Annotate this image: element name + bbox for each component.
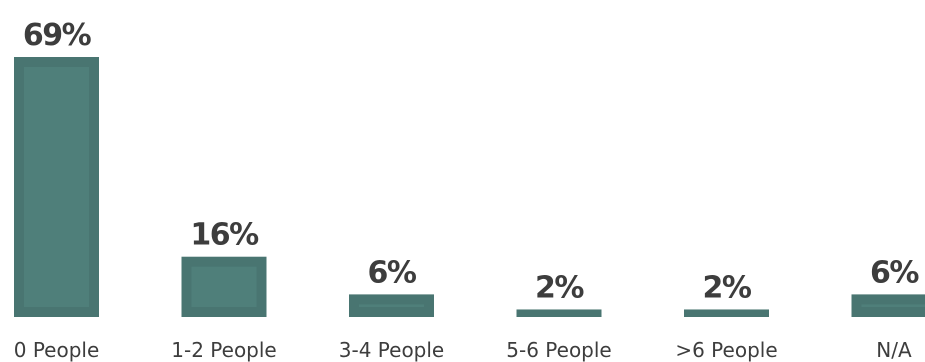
value-label-4: 2% <box>703 270 752 305</box>
bar-inner-1 <box>191 266 257 307</box>
value-label-0: 69% <box>23 18 92 53</box>
category-labels-group: 0 People 1-2 People 3-4 People 5-6 People >6… <box>14 338 912 362</box>
category-label-4: >6 People <box>675 338 777 362</box>
bar-4 <box>684 309 769 317</box>
bar-inner-2 <box>359 304 424 307</box>
bars-group <box>14 57 925 317</box>
category-label-0: 0 People <box>14 338 100 362</box>
category-label-5: N/A <box>876 338 912 362</box>
bar-inner-0 <box>24 67 89 307</box>
bar-3 <box>516 309 602 317</box>
value-label-5: 6% <box>870 255 919 290</box>
category-label-1: 1-2 People <box>171 338 276 362</box>
category-label-3: 5-6 People <box>506 338 611 362</box>
value-labels-group: 69% 16% 6% 2% 2% 6% <box>23 18 921 305</box>
category-label-2: 3-4 People <box>339 338 444 362</box>
value-label-3: 2% <box>535 270 584 305</box>
value-label-2: 6% <box>368 255 417 290</box>
bar-inner-5 <box>861 304 925 307</box>
value-label-1: 16% <box>190 218 259 253</box>
